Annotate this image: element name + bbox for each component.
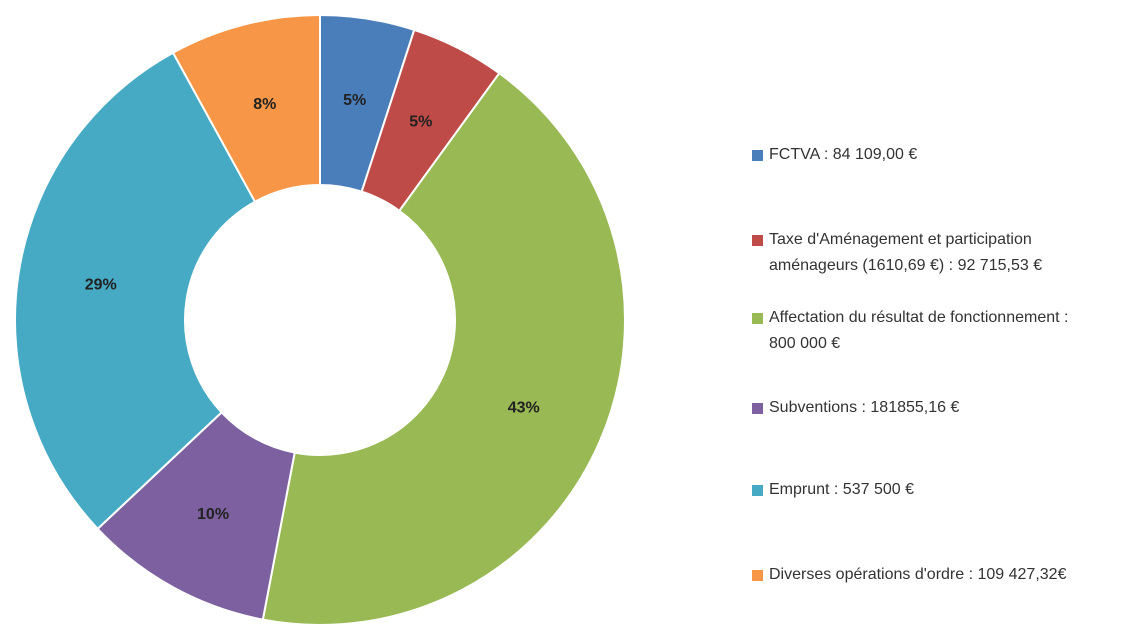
legend-swatch bbox=[752, 485, 763, 496]
data-label: 29% bbox=[85, 276, 117, 293]
legend-item: Taxe d'Aménagement et participation amén… bbox=[752, 227, 1082, 279]
legend-label: Diverses opérations d'ordre : 109 427,32… bbox=[769, 566, 1067, 583]
legend-swatch bbox=[752, 235, 763, 246]
legend-item: Diverses opérations d'ordre : 109 427,32… bbox=[752, 562, 1082, 588]
data-label: 43% bbox=[508, 399, 540, 416]
donut-slice bbox=[14, 51, 257, 531]
legend-swatch bbox=[752, 570, 763, 581]
data-label: 10% bbox=[197, 506, 229, 523]
legend-item: FCTVA : 84 109,00 € bbox=[752, 142, 1082, 168]
legend-label: Subventions : 181855,16 € bbox=[769, 399, 960, 416]
legend-item: Emprunt : 537 500 € bbox=[752, 477, 1082, 503]
legend-swatch bbox=[752, 313, 763, 324]
legend-item: Subventions : 181855,16 € bbox=[752, 395, 1082, 421]
legend-label: FCTVA : 84 109,00 € bbox=[769, 146, 918, 163]
legend-label: Emprunt : 537 500 € bbox=[769, 481, 914, 498]
legend-swatch bbox=[752, 150, 763, 161]
data-label: 5% bbox=[343, 92, 366, 109]
data-label: 5% bbox=[409, 113, 432, 130]
legend-label: Taxe d'Aménagement et participation amén… bbox=[769, 231, 1043, 274]
legend-item: Affectation du résultat de fonctionnemen… bbox=[752, 305, 1082, 357]
donut-chart: 5% 5% 43% 10% 29% 8% bbox=[14, 13, 626, 627]
data-label: 8% bbox=[253, 96, 276, 113]
donut-slice bbox=[96, 411, 296, 621]
legend-label: Affectation du résultat de fonctionnemen… bbox=[769, 309, 1069, 352]
donut-slice bbox=[171, 13, 321, 204]
legend-swatch bbox=[752, 403, 763, 414]
donut-slice bbox=[261, 71, 626, 627]
